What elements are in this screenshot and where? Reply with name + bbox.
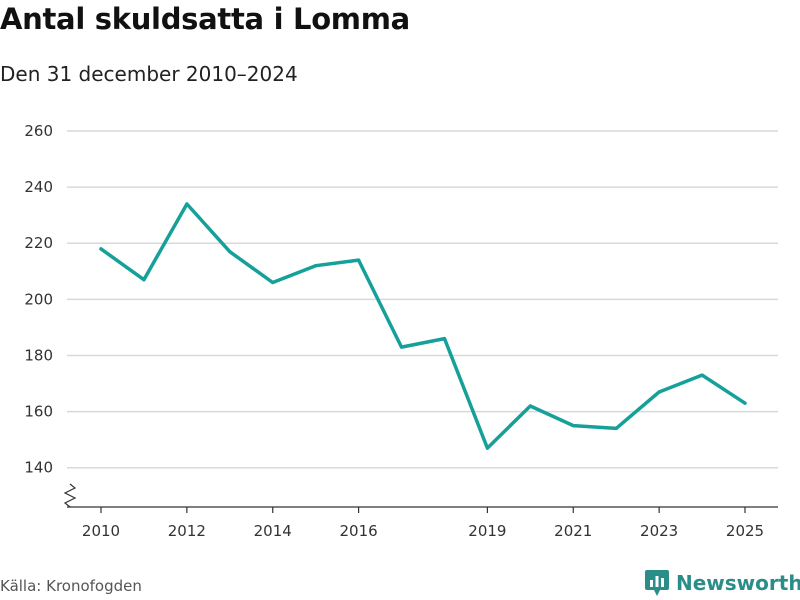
data-point: [571, 424, 575, 428]
x-tick-label: 2016: [340, 522, 378, 540]
x-axis: [63, 483, 778, 508]
x-tick-label: 2025: [726, 522, 764, 540]
y-tick-label: 260: [24, 122, 53, 140]
data-point: [528, 404, 532, 408]
x-tick-label: 2023: [640, 522, 678, 540]
data-point: [399, 345, 404, 349]
series-line: [99, 202, 747, 450]
data-point: [485, 446, 489, 450]
y-tick-label: 140: [24, 459, 53, 477]
y-tick-label: 160: [24, 403, 53, 421]
chart-title: Antal skuldsatta i Lomma: [0, 2, 410, 36]
newsworthy-logo-icon: [645, 570, 669, 596]
x-tick-label: 2010: [82, 522, 120, 540]
y-tick-label: 240: [24, 178, 53, 196]
data-point: [142, 278, 146, 282]
data-point: [657, 390, 661, 394]
data-point: [185, 202, 189, 206]
y-axis-labels: 140 160 180 200 220 240 260: [24, 122, 53, 477]
data-point: [442, 337, 447, 341]
data-point: [357, 258, 361, 262]
data-point: [99, 247, 103, 251]
brand-logo: Newsworthy: [644, 568, 800, 598]
y-tick-label: 180: [24, 346, 53, 364]
data-point: [228, 250, 232, 254]
chart-subtitle: Den 31 december 2010–2024: [0, 62, 298, 86]
data-point: [743, 401, 747, 405]
data-point: [614, 426, 618, 431]
brand-name: Newsworthy: [676, 571, 800, 595]
axis-break-icon: [63, 483, 77, 508]
gridlines: [67, 130, 778, 469]
x-tick-label: 2012: [168, 522, 206, 540]
series: [99, 202, 747, 450]
x-tick-label: 2014: [254, 522, 292, 540]
data-point: [700, 373, 704, 377]
x-tick-label: 2019: [468, 522, 506, 540]
y-tick-label: 200: [24, 290, 53, 308]
x-tick-label: 2021: [554, 522, 592, 540]
data-point: [314, 264, 318, 268]
y-tick-label: 220: [24, 234, 53, 252]
data-point: [271, 280, 275, 285]
x-axis-labels: 2010 2012 2014 2016 2019 2021 2023 2025: [82, 507, 764, 540]
source-note: Källa: Kronofogden: [0, 577, 142, 595]
